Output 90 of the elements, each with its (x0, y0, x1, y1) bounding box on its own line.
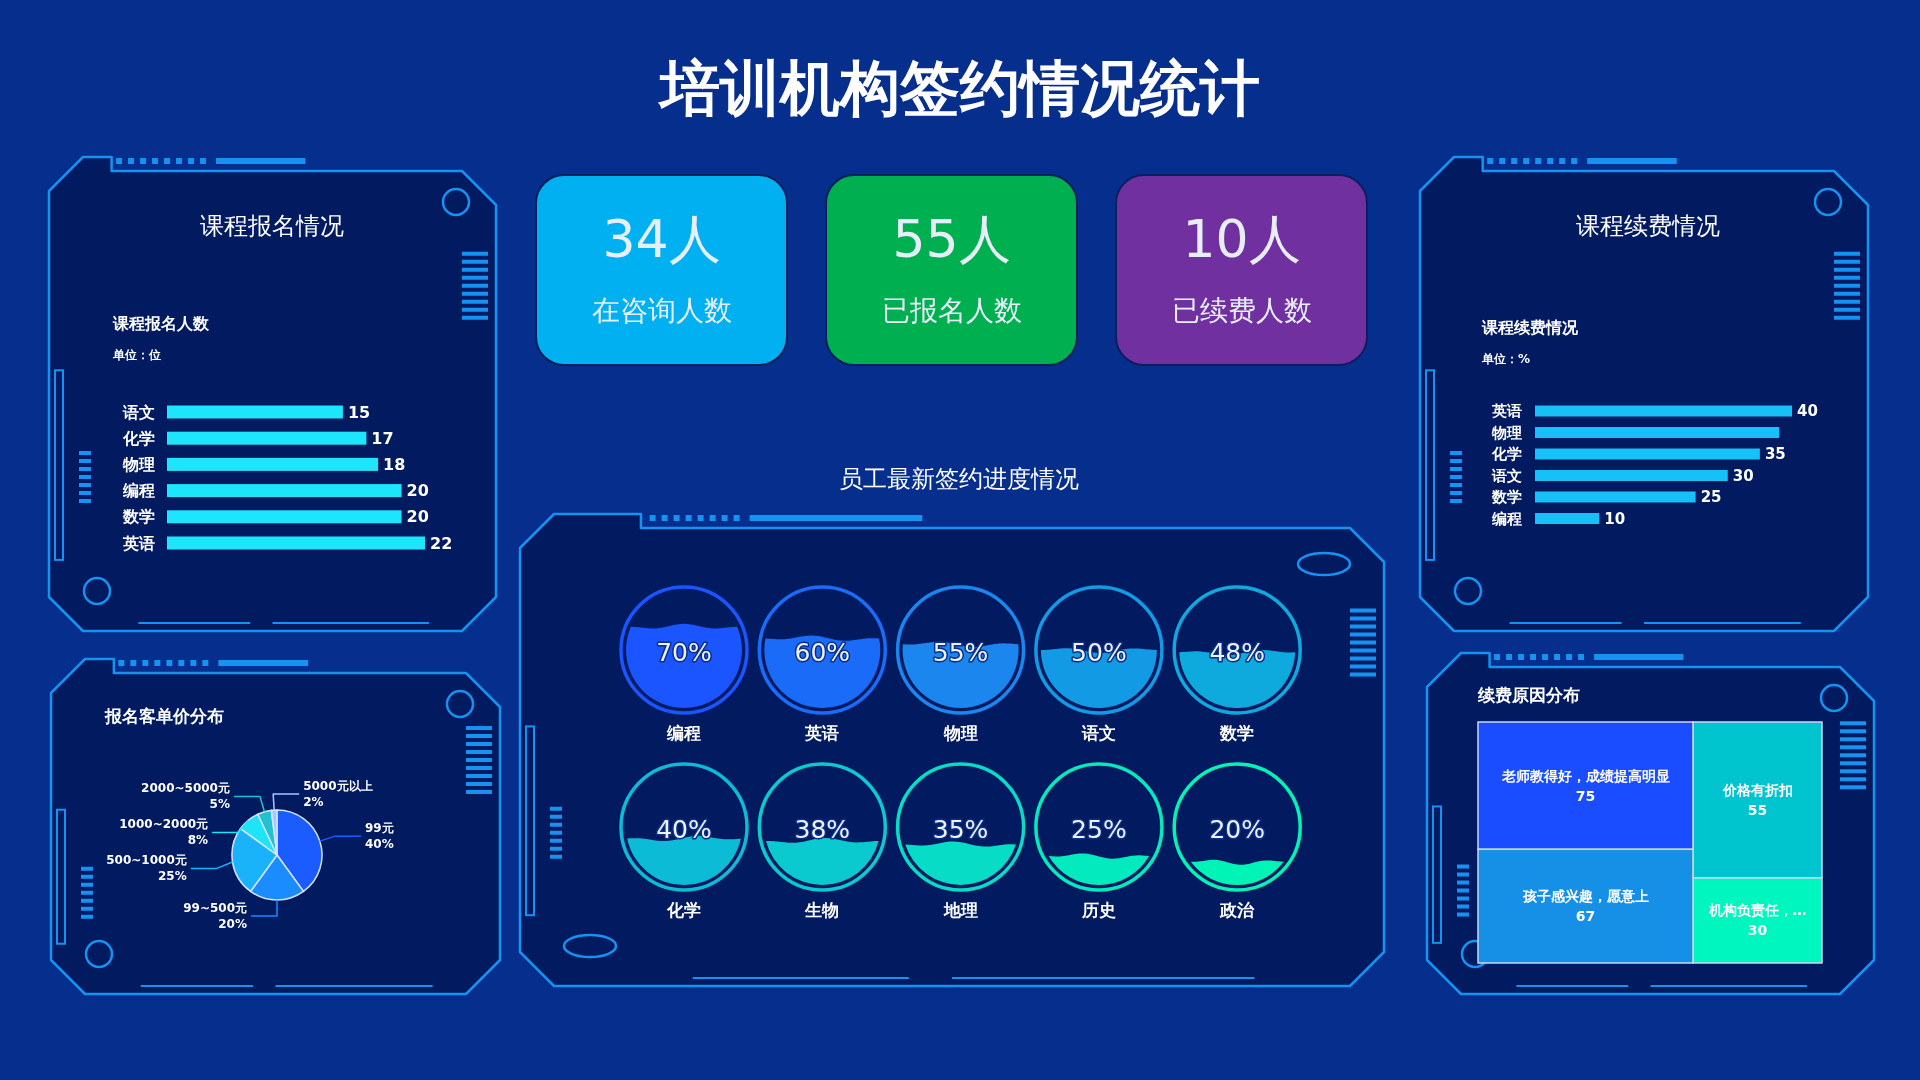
slice-label: 1000~2000元 (119, 817, 209, 832)
data-label: 55 (1747, 801, 1768, 818)
text: 续费原因分布 (1477, 685, 1580, 705)
y-tick-label: 物理 (122, 454, 155, 474)
y-tick-label: 数学 (1491, 488, 1522, 506)
data-label: 40% (656, 814, 712, 844)
category-label: 化学 (666, 900, 701, 920)
data-label: 25% (158, 869, 187, 884)
chart-subtitle: 课程报名人数 (112, 313, 210, 333)
bar (167, 484, 402, 498)
data-label: 48% (1209, 637, 1265, 667)
data-label: 40% (365, 837, 394, 852)
data-label: 35% (932, 814, 989, 844)
category-label: 生物 (804, 900, 840, 920)
chart-title: 课程续费情况 (1576, 212, 1720, 240)
text: 单位：% (1481, 352, 1531, 366)
category-label: 在咨询人数 (591, 293, 732, 327)
chart-title: 报名客单价分布 (104, 706, 224, 726)
data-label: 38% (794, 814, 851, 844)
slice-label: 5000元以上 (303, 779, 373, 794)
y-tick-label: 化学 (122, 428, 155, 448)
y-tick-label: 物理 (1491, 423, 1522, 442)
data-label: 34人 (602, 209, 721, 269)
category-label: 语文 (1080, 723, 1116, 743)
data-label: 8% (187, 833, 209, 848)
slice-label: 99~500元 (183, 901, 247, 915)
data-label: 25 (1700, 488, 1722, 506)
data-label: 30 (1747, 922, 1768, 939)
y-tick-label: 英语 (122, 533, 155, 553)
data-label: 35 (1764, 445, 1786, 463)
category-label: 政治 (1219, 900, 1256, 920)
category-label: 地理 (942, 900, 978, 920)
data-label: 20 (406, 481, 429, 501)
bar (1535, 513, 1600, 524)
data-label: 40 (1797, 402, 1818, 420)
text: 单位：位 (112, 348, 161, 362)
bar (167, 405, 343, 419)
data-label: 18 (383, 454, 406, 474)
data-label: 2% (303, 795, 324, 810)
category-label: 数学 (1219, 723, 1255, 743)
bar (1535, 491, 1696, 503)
y-tick-label: 化学 (1491, 445, 1522, 463)
category-label: 孩子感兴趣，愿意上 (1521, 888, 1649, 905)
slice-label: 2000~5000元 (141, 781, 230, 796)
bar (1535, 448, 1760, 460)
data-label: 5% (209, 797, 230, 812)
bar (167, 431, 367, 445)
data-label: 20 (406, 507, 429, 527)
category-label: 老师教得好，成绩提高明显 (1500, 767, 1670, 784)
category-label: 已续费人数 (1171, 293, 1312, 327)
bar (167, 536, 425, 550)
data-label: 10 (1604, 509, 1626, 528)
bar (1535, 470, 1728, 481)
slice-label: 500~1000元 (106, 853, 187, 868)
bar (1535, 405, 1792, 417)
y-tick-label: 编程 (122, 481, 155, 501)
bar (167, 457, 379, 471)
category-label: 编程 (666, 723, 701, 743)
data-label: 75 (1575, 787, 1596, 804)
data-label: 30 (1732, 466, 1754, 485)
text: 培训机构签约情况统计 (657, 53, 1260, 123)
data-label: 22 (430, 533, 453, 553)
data-label: 70% (656, 637, 712, 667)
data-label: 60% (794, 637, 851, 667)
category-label: 历史 (1080, 900, 1116, 920)
data-label: 17 (371, 428, 394, 448)
data-label: 20% (1209, 814, 1265, 844)
data-label: 25% (1071, 814, 1127, 844)
y-tick-label: 语文 (1491, 466, 1522, 485)
text: 员工最新签约进度情况 (839, 465, 1079, 493)
chart-title: 课程报名情况 (200, 212, 344, 240)
y-tick-label: 数学 (122, 507, 155, 527)
data-label: 15 (347, 402, 371, 422)
category-label: 机构负责任，… (1707, 902, 1807, 919)
category-label: 英语 (804, 723, 840, 743)
category-label: 物理 (942, 723, 978, 743)
bar (1535, 427, 1780, 438)
category-label: 价格有折扣 (1721, 781, 1793, 798)
y-tick-label: 编程 (1491, 509, 1522, 528)
data-label: 55% (932, 637, 989, 667)
slice-label: 99元 (365, 821, 394, 836)
data-label: 55人 (892, 209, 1011, 269)
bar (167, 510, 402, 524)
data-label: 67 (1575, 908, 1596, 925)
y-tick-label: 英语 (1491, 402, 1522, 420)
y-tick-label: 语文 (122, 402, 155, 422)
data-label: 20% (218, 917, 247, 931)
category-label: 已报名人数 (881, 293, 1022, 327)
chart-subtitle: 课程续费情况 (1481, 317, 1579, 337)
data-label: 10人 (1182, 209, 1301, 269)
